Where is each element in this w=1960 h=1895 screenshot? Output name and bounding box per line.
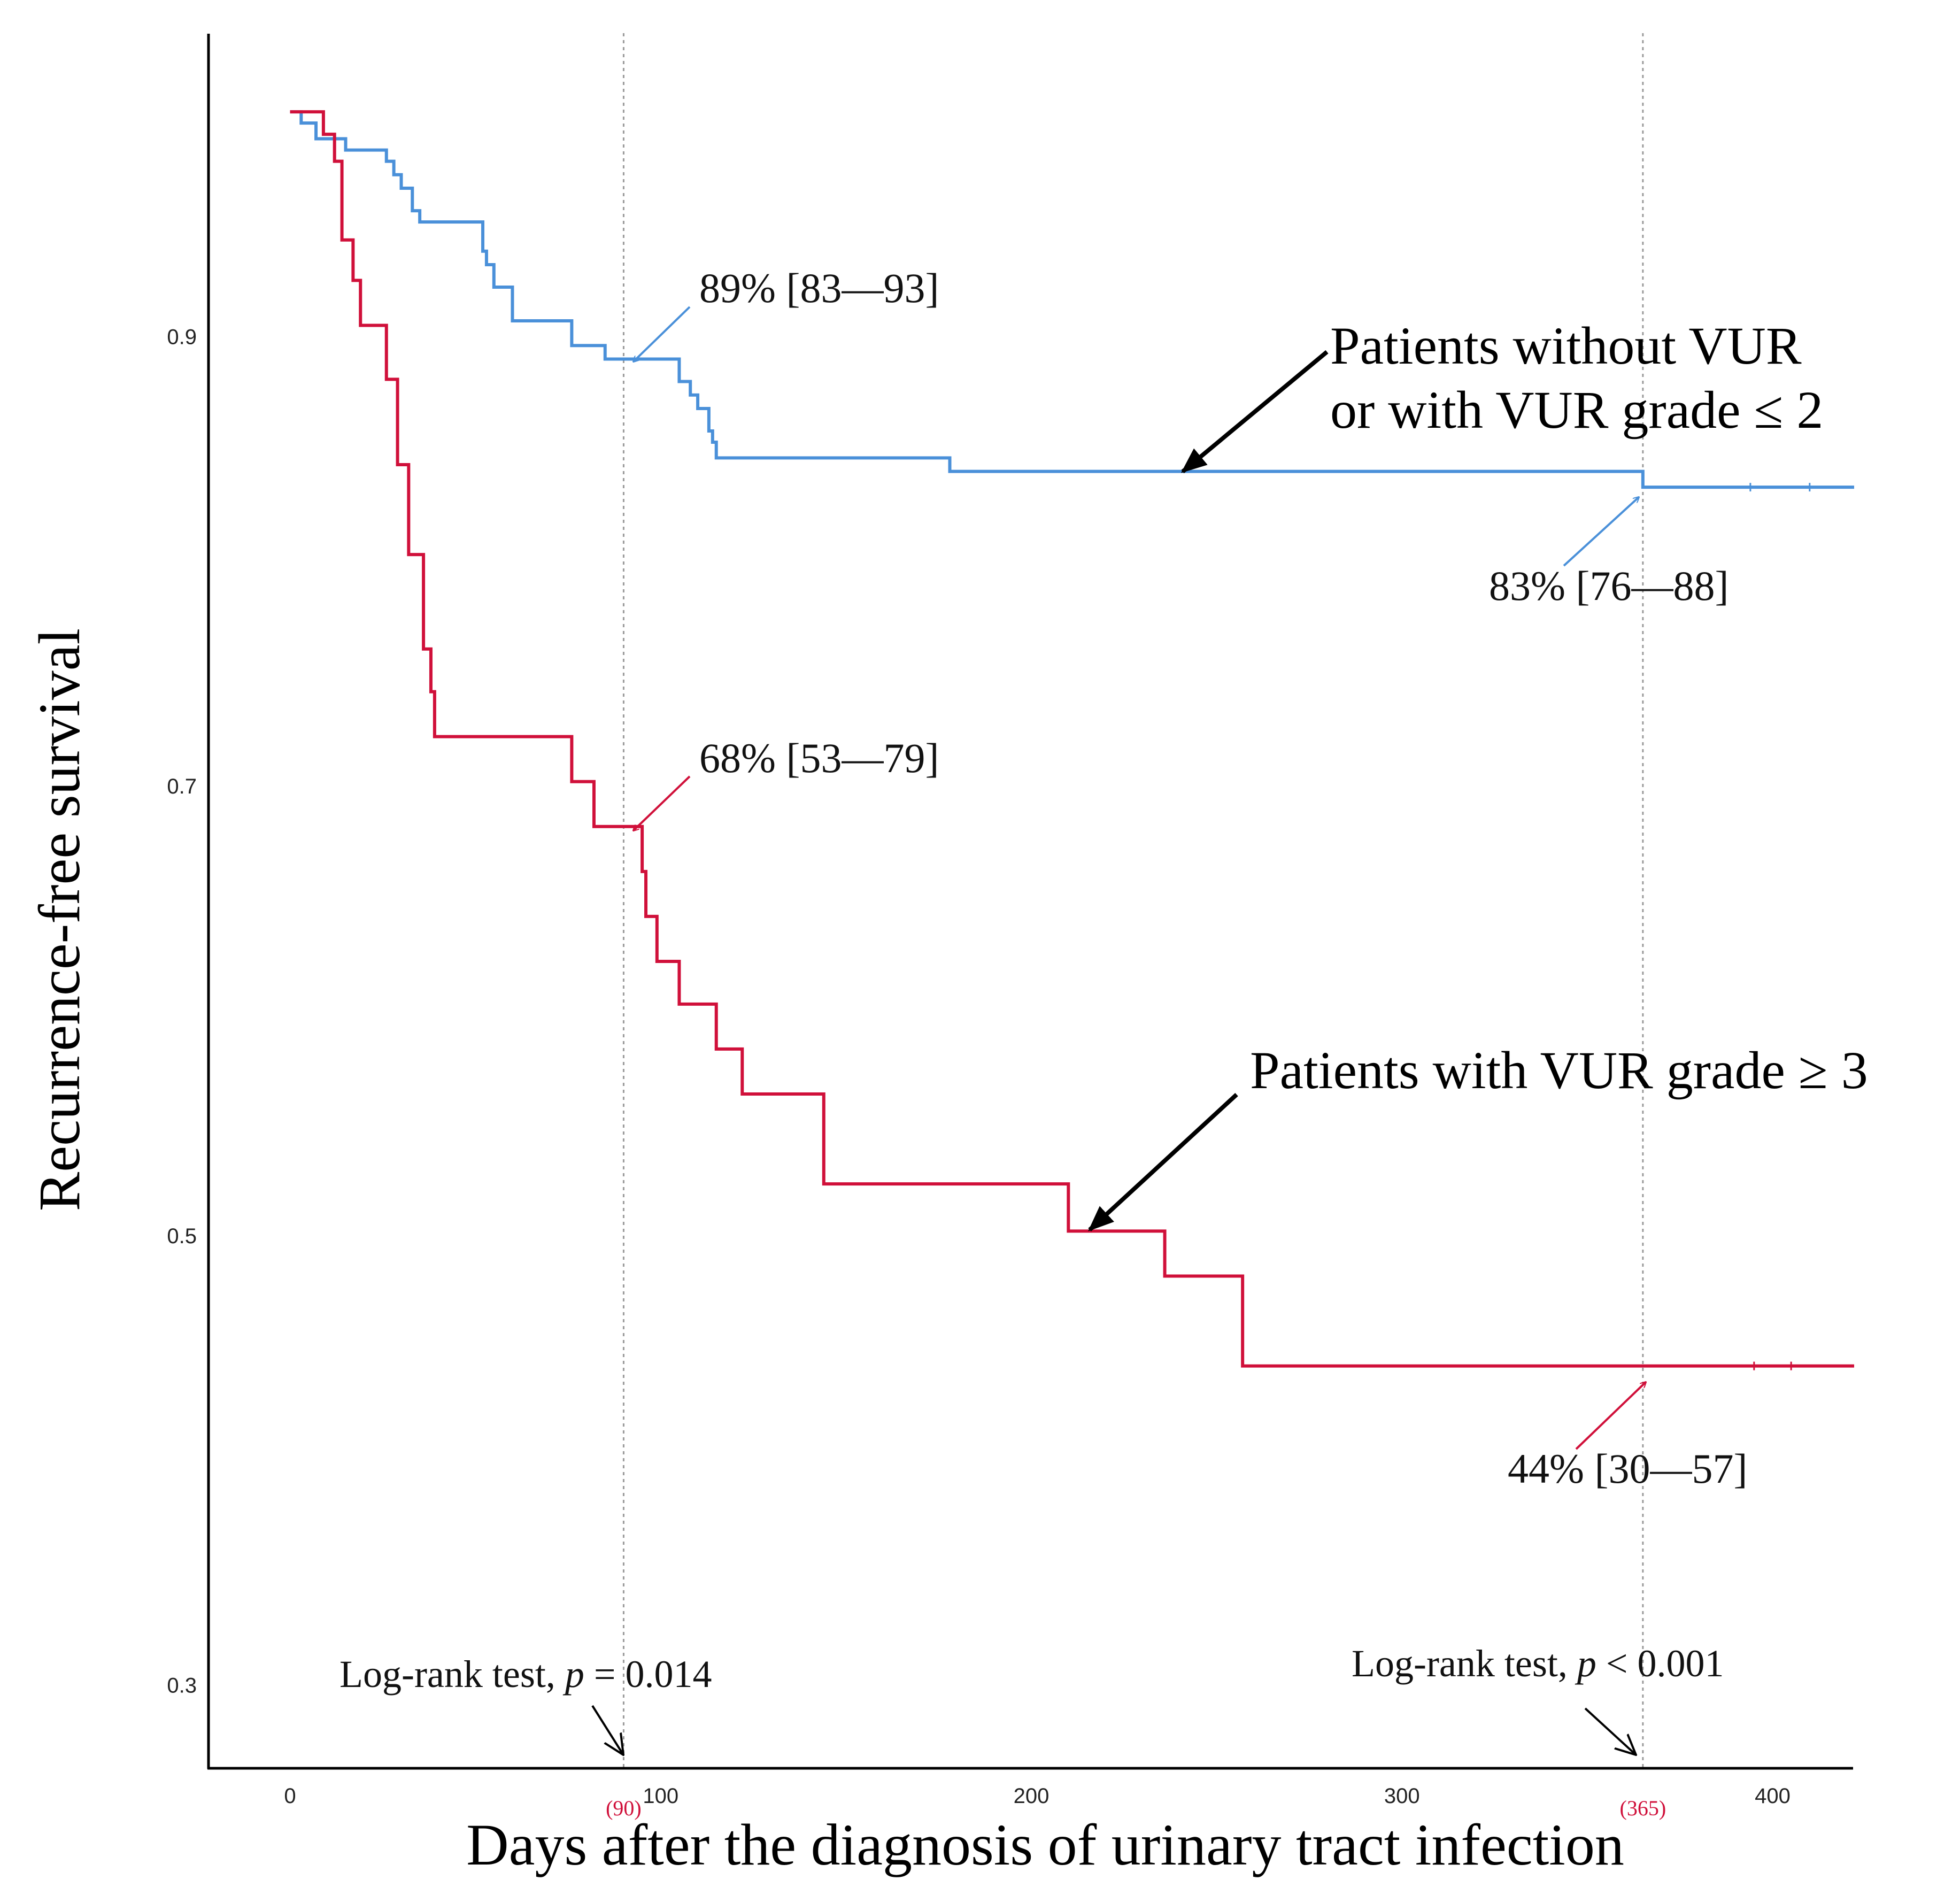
arrow-logrank-day90 [591, 1705, 623, 1755]
y-tick-labels: 0.3 0.5 0.7 0.9 [167, 325, 197, 1697]
x-tick-label: 200 [1014, 1784, 1050, 1808]
y-tick-label: 0.5 [167, 1224, 197, 1248]
y-tick-label: 0.9 [167, 325, 197, 349]
reference-label-day-365: (365) [1620, 1796, 1666, 1820]
survival-curve-group2 [290, 110, 1854, 1368]
reference-line-labels: (90) (365) [606, 1796, 1666, 1820]
logrank-day365-prefix: Log-rank test, [1352, 1642, 1577, 1685]
y-axis-title: Recurrence-free survival [27, 628, 92, 1211]
logrank-day90-value: = 0.014 [584, 1653, 712, 1696]
annotation-group1-day90: 89% [83—93] [699, 265, 939, 311]
annotation-group1-day365: 83% [76—88] [1489, 563, 1728, 609]
y-tick-label: 0.3 [167, 1674, 197, 1697]
arrow-group1-day90 [634, 306, 691, 361]
x-tick-label: 0 [284, 1784, 296, 1808]
arrow-group1-label [1180, 350, 1329, 474]
survival-curve-group1 [290, 110, 1854, 489]
reference-lines [622, 33, 1644, 1768]
logrank-day90-p: p [562, 1653, 584, 1696]
x-tick-label: 400 [1755, 1784, 1791, 1808]
y-tick-label: 0.7 [167, 775, 197, 798]
arrow-group2-label [1088, 1093, 1238, 1231]
x-tick-label: 300 [1384, 1784, 1420, 1808]
logrank-day365: Log-rank test, p < 0.001 [1352, 1642, 1724, 1685]
survival-curves [290, 110, 1854, 1370]
annotation-group2-day90: 68% [53—79] [699, 735, 939, 781]
arrow-group1-day365 [1563, 497, 1639, 567]
x-tick-label: 100 [643, 1784, 678, 1808]
x-tick-labels: 0 100 200 300 400 [284, 1784, 1790, 1808]
logrank-day365-value: < 0.001 [1596, 1642, 1724, 1685]
reference-label-day-90: (90) [606, 1796, 642, 1820]
x-axis-title: Days after the diagnosis of urinary trac… [466, 1812, 1624, 1877]
logrank-day365-p: p [1575, 1642, 1596, 1685]
logrank-day90: Log-rank test, p = 0.014 [339, 1653, 712, 1696]
legend-label-group1-line2: or with VUR grade ≤ 2 [1330, 380, 1823, 440]
arrow-logrank-day365 [1584, 1707, 1636, 1755]
annotation-group2-day365: 44% [30—57] [1508, 1445, 1747, 1492]
arrow-group2-day90 [634, 775, 691, 830]
logrank-day90-prefix: Log-rank test, [339, 1653, 565, 1696]
arrow-group2-day365 [1575, 1382, 1646, 1450]
legend-label-group2: Patients with VUR grade ≥ 3 [1250, 1041, 1868, 1100]
legend-label-group1-line1: Patients without VUR [1330, 316, 1802, 375]
